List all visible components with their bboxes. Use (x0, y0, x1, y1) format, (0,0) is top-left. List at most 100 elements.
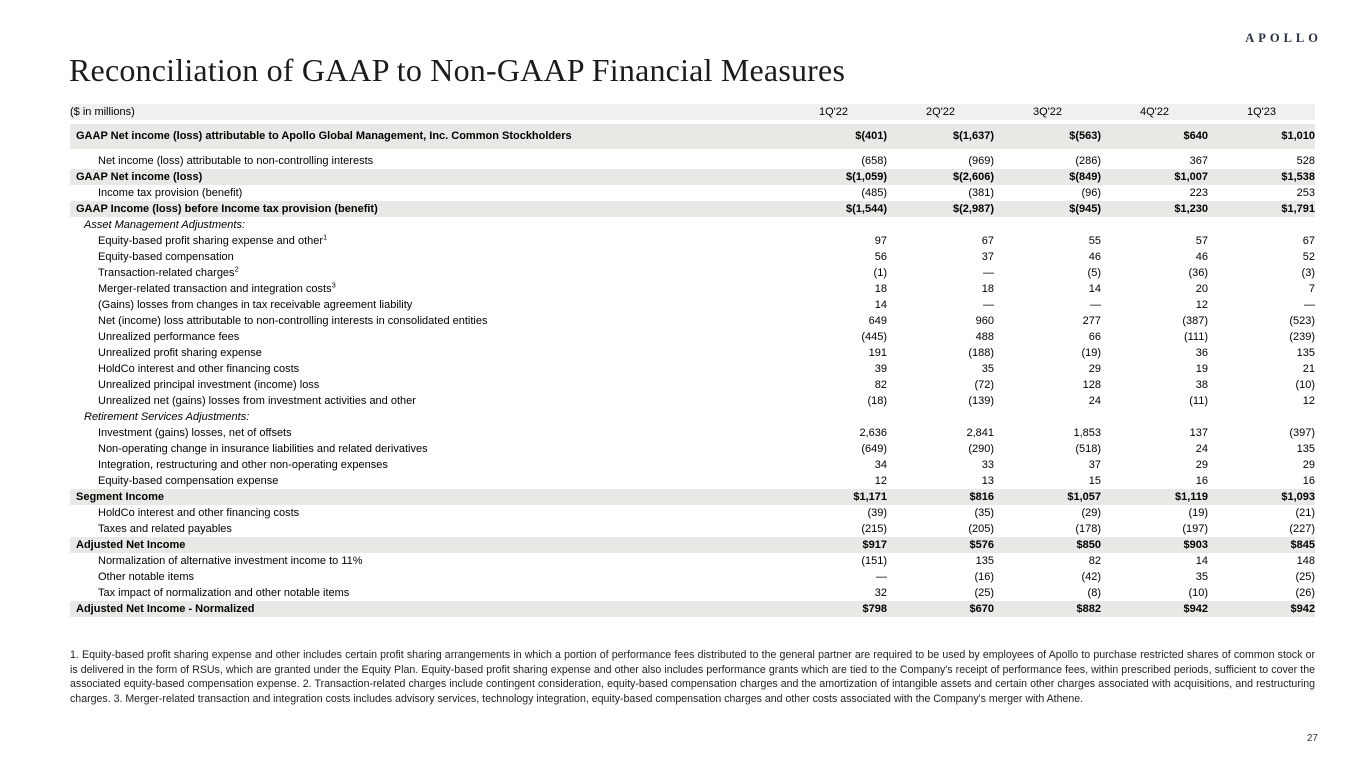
cell-value: (178) (1075, 523, 1101, 535)
cell-value: (215) (861, 523, 887, 535)
cell-value: 14 (1195, 555, 1208, 567)
table-row: Asset Management Adjustments: (70, 217, 1315, 233)
row-label-text: Segment Income (76, 491, 165, 503)
row-label: Retirement Services Adjustments: (70, 409, 1315, 425)
cell-value: 1,853 (1073, 427, 1101, 439)
table-row: Tax impact of normalization and other no… (70, 585, 1315, 601)
row-label: Integration, restructuring and other non… (70, 457, 780, 473)
cell-value: 52 (1302, 251, 1315, 263)
cell-value: $903 (1101, 537, 1208, 553)
cell-value: $(563) (994, 122, 1101, 149)
cell-value: (29) (1081, 507, 1101, 519)
cell-value: 32 (874, 587, 887, 599)
column-header: 1Q'23 (1208, 104, 1315, 124)
cell-value: 35 (981, 363, 994, 375)
row-label: Transaction-related charges2 (70, 265, 780, 281)
cell-value: (11) (1189, 395, 1208, 407)
cell-value: (239) (1289, 331, 1315, 343)
cell-value: — (1304, 299, 1315, 311)
cell-value: (445) (861, 331, 887, 343)
cell-value: 15 (1088, 475, 1101, 487)
row-label: Tax impact of normalization and other no… (70, 585, 780, 601)
cell-value: 38 (1195, 379, 1208, 391)
footnote-ref: 1 (323, 233, 328, 242)
cell-value: (485) (861, 187, 887, 199)
cell-value: 649 (868, 315, 887, 327)
cell-value: 56 (874, 251, 887, 263)
cell-value: 148 (1296, 555, 1315, 567)
row-label-text: Integration, restructuring and other non… (98, 459, 388, 471)
row-label: GAAP Net income (loss) attributable to A… (70, 122, 780, 149)
cell-value: — (1090, 299, 1101, 311)
cell-value: $798 (780, 601, 887, 617)
cell-value: 128 (1082, 379, 1101, 391)
cell-value: (42) (1081, 571, 1101, 583)
cell-value: $816 (887, 489, 994, 505)
row-label: Non-operating change in insurance liabil… (70, 441, 780, 457)
cell-value: 135 (1296, 347, 1315, 359)
cell-value: 18 (874, 283, 887, 295)
cell-value: 29 (1088, 363, 1101, 375)
cell-value: $882 (994, 601, 1101, 617)
cell-value: 135 (975, 555, 994, 567)
table-row: Transaction-related charges2 (1) — (5) (36) (… (70, 265, 1315, 281)
cell-value: 82 (1088, 555, 1101, 567)
cell-value: 13 (981, 475, 994, 487)
cell-value: 36 (1195, 347, 1208, 359)
table-row: Unrealized principal investment (income)… (70, 377, 1315, 393)
cell-value: $1,119 (1101, 489, 1208, 505)
cell-value: (36) (1188, 267, 1208, 279)
cell-value: $640 (1101, 122, 1208, 149)
cell-value: $(2,606) (887, 169, 994, 185)
cell-value: 29 (1302, 459, 1315, 471)
cell-value: 24 (1195, 443, 1208, 455)
cell-value: $942 (1101, 601, 1208, 617)
cell-value: (39) (867, 507, 887, 519)
cell-value: (290) (968, 443, 994, 455)
cell-value: 191 (868, 347, 887, 359)
cell-value: 21 (1302, 363, 1315, 375)
cell-value: (286) (1075, 155, 1101, 167)
cell-value: 960 (975, 315, 994, 327)
cell-value: (19) (1188, 507, 1208, 519)
table-row: HoldCo interest and other financing cost… (70, 505, 1315, 521)
cell-value: 37 (1088, 459, 1101, 471)
row-label-text: HoldCo interest and other financing cost… (98, 507, 300, 519)
table-row: Retirement Services Adjustments: (70, 409, 1315, 425)
cell-value: 277 (1082, 315, 1101, 327)
cell-value: 135 (1296, 443, 1315, 455)
table-row: Adjusted Net Income $917 $576 $850 $903 $845 (70, 537, 1315, 553)
row-label: Equity-based profit sharing expense and … (70, 233, 780, 249)
cell-value: 223 (1189, 187, 1208, 199)
cell-value: 16 (1195, 475, 1208, 487)
table-row: Unrealized net (gains) losses from inves… (70, 393, 1315, 409)
table-row: HoldCo interest and other financing cost… (70, 361, 1315, 377)
table-row: Merger-related transaction and integrati… (70, 281, 1315, 297)
table-row: (Gains) losses from changes in tax recei… (70, 297, 1315, 313)
cell-value: 528 (1296, 155, 1315, 167)
cell-value: 35 (1195, 571, 1208, 583)
row-label: Merger-related transaction and integrati… (70, 281, 780, 297)
cell-value: $(1,637) (887, 122, 994, 149)
table-row: Unrealized profit sharing expense 191 (188… (70, 345, 1315, 361)
cell-value: 37 (981, 251, 994, 263)
cell-value: 46 (1195, 251, 1208, 263)
cell-value: $670 (887, 601, 994, 617)
cell-value: 67 (1302, 235, 1315, 247)
cell-value: $1,538 (1208, 169, 1315, 185)
cell-value: 57 (1195, 235, 1208, 247)
row-label-text: Net income (loss) attributable to non-co… (98, 155, 374, 167)
cell-value: (21) (1295, 507, 1315, 519)
cell-value: (10) (1295, 379, 1315, 391)
row-label: Unrealized profit sharing expense (70, 345, 780, 361)
cell-value: 7 (1308, 283, 1315, 295)
table-spacer-row (70, 149, 1315, 153)
row-label-text: Investment (gains) losses, net of offset… (98, 427, 292, 439)
cell-value: (197) (1182, 523, 1208, 535)
cell-value: $845 (1208, 537, 1315, 553)
reconciliation-table: ($ in millions) 1Q'22 2Q'22 3Q'22 4Q'22 1Q'2… (70, 104, 1315, 617)
cell-value: $(945) (994, 201, 1101, 217)
cell-value: $(849) (994, 169, 1101, 185)
row-label-text: Merger-related transaction and integrati… (98, 283, 332, 295)
